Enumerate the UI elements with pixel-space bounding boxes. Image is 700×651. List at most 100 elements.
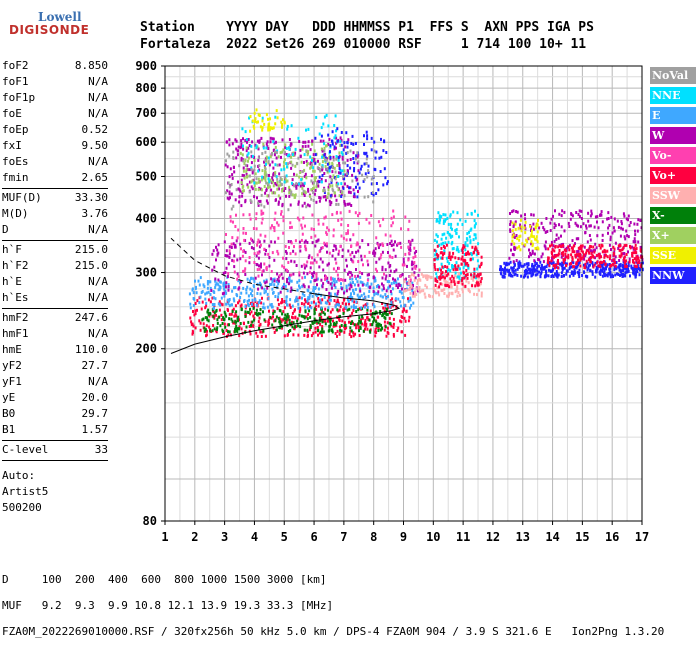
echo-point: [621, 263, 624, 267]
echo-point: [578, 215, 581, 218]
echo-point: [340, 234, 343, 238]
echo-point: [277, 317, 280, 320]
echo-point: [311, 256, 313, 260]
echo-point: [349, 166, 352, 170]
echo-point: [245, 168, 248, 172]
echo-point: [454, 271, 457, 275]
echo-point: [353, 169, 355, 173]
echo-point: [515, 210, 518, 213]
echo-point: [523, 224, 526, 228]
echo-point: [282, 118, 284, 122]
echo-point: [223, 240, 226, 244]
echo-point: [380, 253, 383, 257]
echo-point: [540, 263, 543, 267]
echo-point: [261, 269, 264, 273]
echo-point: [307, 306, 310, 310]
echo-point: [384, 316, 387, 320]
echo-point: [636, 264, 639, 268]
echo-point: [316, 166, 319, 170]
echo-point: [233, 270, 236, 274]
echo-point: [407, 297, 409, 301]
echo-point: [468, 290, 471, 294]
echo-point: [581, 250, 584, 254]
echo-point: [280, 272, 283, 276]
echo-point: [632, 251, 635, 255]
echo-point: [242, 189, 245, 193]
echo-point: [365, 217, 368, 221]
echo-point: [228, 192, 231, 196]
echo-point: [441, 271, 444, 275]
echo-point: [375, 182, 378, 185]
echo-point: [477, 274, 480, 278]
echo-point: [422, 289, 425, 293]
echo-point: [342, 186, 345, 190]
echo-point: [611, 231, 614, 235]
param-value: 33: [94, 443, 108, 456]
echo-point: [586, 240, 589, 244]
echo-point: [315, 239, 318, 243]
echo-point: [261, 273, 263, 277]
echo-point: [589, 224, 592, 228]
echo-point: [584, 262, 587, 266]
echo-point: [436, 257, 439, 261]
param-row: hmF1 N/A: [2, 326, 108, 342]
echo-point: [298, 279, 301, 283]
echo-point: [320, 330, 322, 334]
echo-point: [251, 179, 254, 183]
echo-point: [446, 269, 449, 273]
echo-point: [340, 287, 343, 291]
param-name: hmF2: [2, 311, 29, 324]
echo-point: [263, 247, 266, 251]
echo-point: [306, 153, 309, 157]
panel-separator: [2, 188, 108, 189]
echo-point: [257, 301, 260, 304]
echo-point: [263, 160, 265, 164]
echo-point: [347, 283, 350, 287]
echo-point: [383, 309, 386, 313]
echo-point: [226, 254, 229, 258]
echo-point: [263, 279, 266, 283]
echo-point: [259, 308, 262, 311]
echo-point: [321, 327, 324, 331]
echo-point: [457, 257, 460, 261]
echo-point: [337, 252, 340, 256]
echo-point: [233, 314, 236, 318]
echo-point: [355, 250, 357, 254]
echo-point: [252, 302, 255, 306]
echo-point: [264, 150, 267, 154]
echo-point: [450, 282, 453, 286]
echo-point: [357, 283, 360, 287]
echo-point: [582, 255, 585, 259]
echo-point: [590, 255, 592, 259]
echo-point: [560, 255, 563, 259]
echo-point: [587, 264, 590, 268]
echo-point: [349, 295, 352, 298]
echo-point: [541, 252, 544, 256]
echo-point: [348, 302, 350, 306]
echo-point: [303, 302, 306, 306]
echo-point: [553, 222, 556, 226]
echo-point: [385, 308, 388, 312]
echo-point: [311, 272, 314, 276]
echo-point: [311, 213, 314, 217]
echo-point: [458, 293, 461, 297]
echo-point: [274, 163, 277, 167]
echo-point: [414, 255, 417, 258]
echo-point: [601, 274, 604, 278]
echo-point: [366, 306, 369, 309]
echo-point: [254, 143, 257, 147]
echo-point: [304, 144, 307, 148]
echo-point: [524, 220, 527, 224]
echo-point: [251, 289, 254, 293]
echo-point: [327, 192, 330, 196]
echo-point: [594, 275, 597, 279]
echo-point: [287, 330, 290, 333]
echo-point: [297, 302, 300, 306]
echo-point: [267, 297, 270, 301]
echo-point: [467, 250, 469, 254]
echo-point: [598, 270, 601, 274]
echo-point: [447, 222, 450, 226]
echo-point: [204, 292, 207, 296]
echo-point: [366, 134, 369, 138]
